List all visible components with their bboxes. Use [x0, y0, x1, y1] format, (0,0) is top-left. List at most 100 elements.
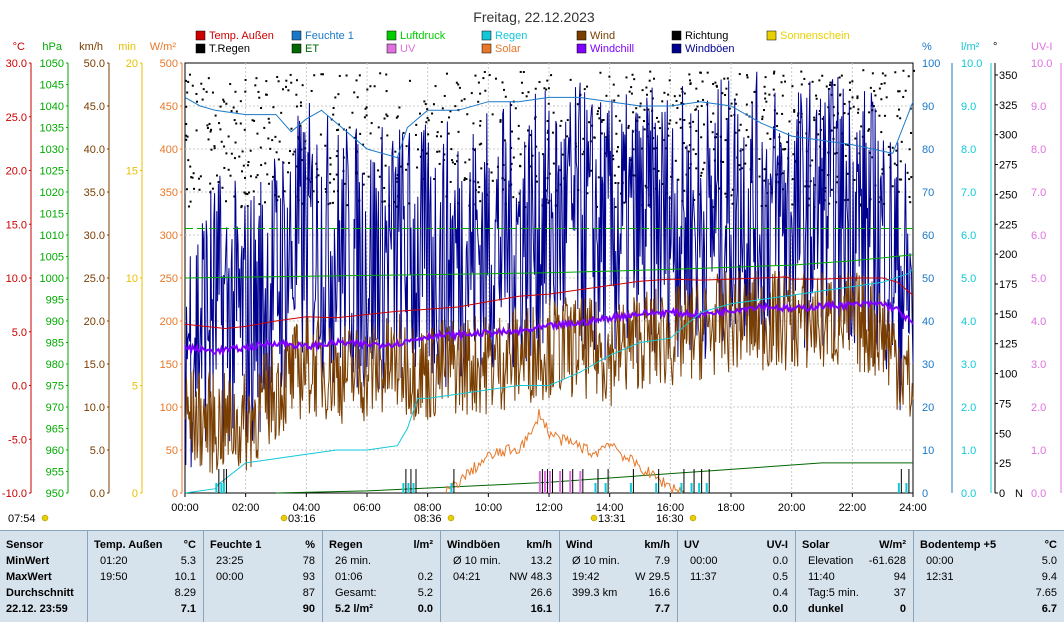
direction-dot: [198, 188, 201, 191]
direction-dot: [233, 195, 236, 198]
stats-cell-value: 0.5: [772, 571, 788, 583]
direction-dot: [285, 85, 288, 88]
direction-dot: [386, 115, 389, 118]
direction-dot: [772, 88, 775, 91]
axis-unit: min: [118, 41, 136, 53]
axis-tick-label: 40: [922, 316, 934, 328]
series-temp-au-en: [184, 276, 914, 330]
direction-dot: [531, 154, 534, 157]
direction-dot: [878, 87, 881, 90]
direction-dot: [844, 154, 847, 157]
direction-dot: [299, 104, 302, 107]
rain-bar: [220, 483, 223, 493]
rain-intensity-bar: [908, 469, 910, 493]
direction-dot: [538, 80, 541, 83]
x-tick-label: 10:00: [475, 502, 503, 514]
stats-header: Temp. Außen: [94, 539, 163, 551]
direction-dot: [753, 90, 756, 93]
direction-dot: [239, 100, 242, 103]
direction-dot: [724, 192, 727, 195]
direction-dot: [527, 91, 530, 94]
direction-dot: [699, 174, 702, 177]
direction-dot: [451, 161, 454, 164]
rain-intensity-bar: [546, 469, 548, 493]
direction-dot: [282, 161, 285, 164]
direction-dot: [896, 115, 899, 118]
direction-dot: [849, 107, 852, 110]
axis-tick-label: 15: [126, 166, 138, 178]
rain-intensity-bar: [453, 469, 455, 493]
direction-dot: [380, 137, 383, 140]
direction-dot: [443, 153, 446, 156]
legend-swatch: [576, 30, 587, 41]
direction-dot: [394, 150, 397, 153]
stats-cell-value: 7.7: [654, 603, 670, 615]
axis-tick-label: 2.0: [1031, 402, 1046, 414]
direction-dot: [561, 153, 564, 156]
axis-tick-label: 0: [922, 488, 928, 500]
direction-dot: [369, 132, 372, 135]
rain-intensity-bar: [708, 469, 710, 493]
direction-dot: [209, 130, 212, 133]
stats-cell-value: 5.2: [417, 587, 433, 599]
direction-dot: [902, 95, 905, 98]
direction-dot: [202, 88, 205, 91]
direction-dot: [441, 107, 444, 110]
direction-dot: [746, 74, 749, 77]
direction-dot: [336, 129, 339, 132]
direction-dot: [843, 102, 846, 105]
direction-dot: [871, 72, 874, 75]
direction-dot: [657, 170, 660, 173]
direction-dot: [223, 145, 226, 148]
rain-intensity-bar: [223, 469, 225, 493]
direction-dot: [612, 158, 615, 161]
direction-dot: [369, 85, 372, 88]
axis-tick-label: 10.0: [961, 58, 982, 70]
direction-dot: [667, 134, 670, 137]
stats-cell-label: 5.2 l/m²: [335, 603, 373, 615]
stats-cell-value: 6.7: [1041, 603, 1057, 615]
direction-dot: [480, 167, 483, 170]
sun-event-label: 03:16: [288, 513, 316, 525]
legend-swatch: [671, 30, 682, 41]
direction-dot: [763, 109, 766, 112]
direction-dot: [217, 181, 220, 184]
direction-dot: [667, 93, 670, 96]
rain-bar: [407, 483, 410, 493]
x-tick-label: 20:00: [778, 502, 806, 514]
stats-cell-value: 9.4: [1041, 571, 1057, 583]
direction-dot: [836, 175, 839, 178]
rain-bar: [604, 483, 607, 493]
axis-tick-label: 90: [922, 101, 934, 113]
direction-dot: [546, 79, 549, 82]
direction-dot: [715, 84, 718, 87]
direction-dot: [268, 121, 271, 124]
axis-tick-label: 5: [132, 381, 138, 393]
stats-cell-value: 8.29: [174, 587, 196, 599]
axis-tick-label: 1025: [40, 166, 64, 178]
direction-dot: [185, 188, 188, 191]
direction-dot: [880, 98, 883, 101]
direction-dot: [276, 76, 279, 79]
direction-dot: [546, 120, 549, 123]
axis-tick-label: 300: [999, 130, 1017, 142]
direction-dot: [689, 82, 692, 85]
direction-dot: [246, 205, 249, 208]
direction-dot: [241, 150, 244, 153]
direction-dot: [677, 178, 680, 181]
legend-swatch: [386, 43, 397, 54]
direction-dot: [377, 169, 380, 172]
direction-dot: [545, 88, 548, 91]
direction-dot: [546, 131, 549, 134]
direction-dot: [880, 131, 883, 134]
direction-dot: [499, 120, 502, 123]
direction-dot: [295, 105, 298, 108]
direction-dot: [436, 131, 439, 134]
direction-dot: [697, 100, 700, 103]
direction-dot: [791, 178, 794, 181]
stats-cell-value: 78: [302, 555, 315, 567]
direction-dot: [230, 110, 233, 113]
axis-tick-label: 200: [160, 316, 178, 328]
direction-dot: [883, 82, 886, 85]
axis-tick-label: -10.0: [2, 488, 27, 500]
